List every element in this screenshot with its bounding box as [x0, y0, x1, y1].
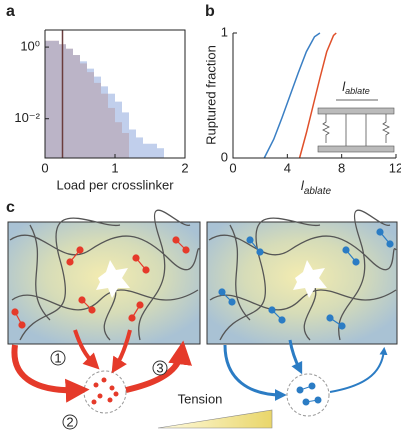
- y-tick-label: 10⁰: [20, 39, 40, 54]
- step-label: 3: [156, 360, 163, 375]
- hist-bar: [150, 143, 157, 158]
- hist-bar: [66, 48, 73, 158]
- y-axis-label: Ruptured fraction: [203, 45, 218, 145]
- hist-bar: [115, 101, 122, 158]
- hist-bar: [101, 86, 108, 158]
- x-axis-label: lablate: [301, 178, 332, 196]
- step-label: 1: [54, 350, 61, 365]
- panel-label: b: [205, 3, 215, 20]
- step-label: 2: [66, 414, 73, 429]
- hist-bar: [80, 61, 87, 158]
- x-tick-label: 8: [338, 160, 345, 175]
- x-axis-label: Load per crosslinker: [56, 177, 174, 192]
- inset: lablate: [317, 79, 395, 153]
- x-tick-label: 1: [111, 160, 118, 175]
- axes: [232, 33, 396, 159]
- hist-bar: [52, 40, 59, 158]
- x-tick-label: 2: [181, 160, 188, 175]
- hist-bar: [122, 112, 129, 158]
- schematic: [7, 209, 398, 430]
- panel-label: a: [6, 3, 15, 20]
- panel-label: c: [6, 199, 15, 216]
- x-tick-label: 0: [41, 160, 48, 175]
- line: [263, 32, 321, 159]
- hist-bar: [45, 40, 52, 158]
- hist-bar: [136, 137, 143, 158]
- inset-label: lablate: [342, 79, 369, 96]
- hist-bar: [129, 129, 136, 158]
- symbol: l: [342, 79, 346, 94]
- x-tick-label: 12: [389, 160, 401, 175]
- hist-bar: [143, 143, 150, 158]
- subscript: ablate: [345, 86, 370, 96]
- hist-bar: [87, 68, 94, 158]
- tension-label: Tension: [178, 391, 223, 406]
- y-tick-label: 1: [221, 24, 228, 39]
- x-tick-label: 0: [229, 160, 236, 175]
- hist-bar: [73, 55, 80, 159]
- y-tick-label: 0: [221, 149, 228, 164]
- x-tick-label: 4: [284, 160, 291, 175]
- hist-bar: [94, 76, 101, 158]
- hist-bar: [108, 93, 115, 158]
- subscript: ablate: [304, 186, 332, 197]
- line: [298, 32, 337, 159]
- y-tick-label: 10⁻²: [14, 110, 40, 125]
- symbol: l: [301, 178, 305, 193]
- hist-bar: [157, 148, 164, 158]
